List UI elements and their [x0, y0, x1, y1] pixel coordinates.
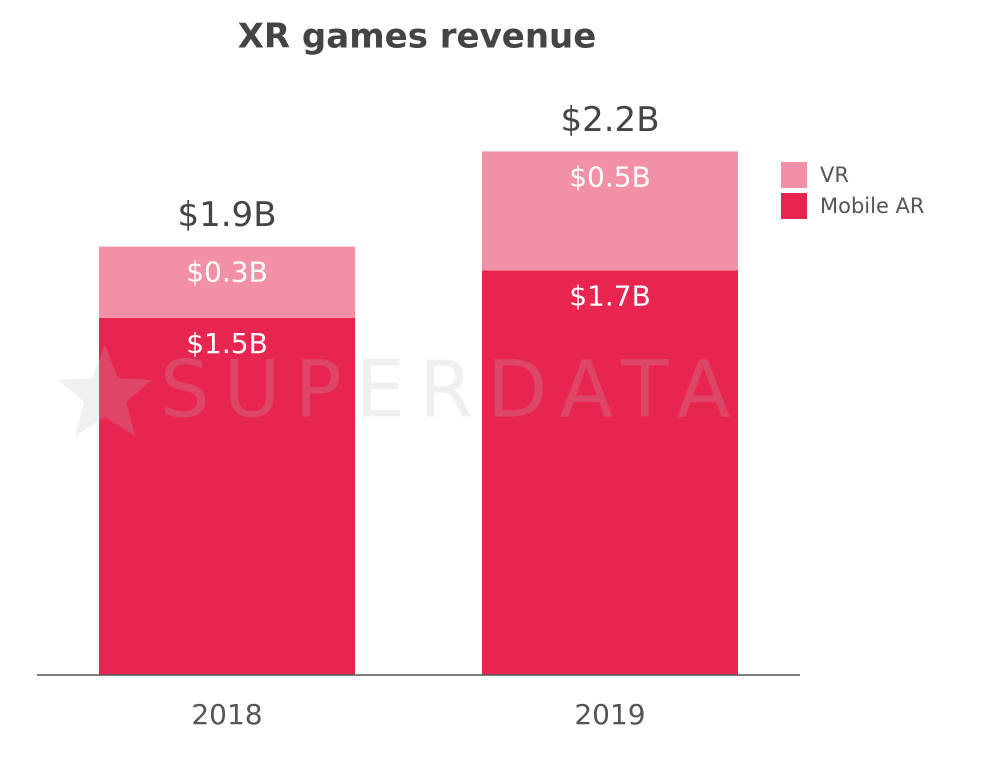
x-tick-label: 2019: [574, 698, 645, 731]
bar-segment: [482, 151, 738, 271]
bar-segment: [99, 246, 355, 318]
chart-title: XR games revenue: [238, 17, 597, 57]
bar-segment: [482, 270, 738, 675]
data-label: $0.5B: [569, 160, 651, 193]
total-label: $1.9B: [177, 195, 276, 235]
data-label: $0.3B: [186, 256, 268, 289]
watermark: SUPERDATA: [160, 345, 744, 435]
watermark-star: [58, 345, 152, 436]
legend-swatch: [781, 162, 807, 188]
legend-label: Mobile AR: [820, 194, 925, 218]
bar-segment: [99, 318, 355, 675]
plot: [99, 151, 738, 675]
legend-swatch: [781, 193, 807, 219]
x-tick-label: 2018: [191, 698, 262, 731]
legend-label: VR: [820, 163, 849, 187]
data-label: $1.7B: [569, 279, 651, 312]
data-label: $1.5B: [186, 327, 268, 360]
watermark-group: SUPERDATA: [58, 345, 744, 436]
total-label: $2.2B: [560, 100, 659, 140]
